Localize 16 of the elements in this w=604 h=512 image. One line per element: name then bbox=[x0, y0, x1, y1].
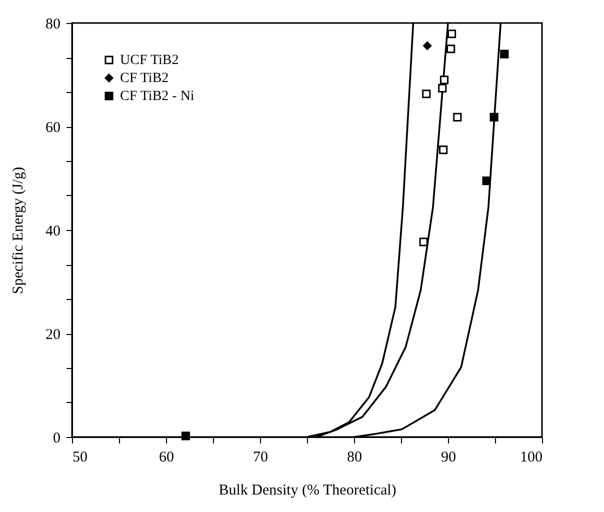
x-tick-label: 80 bbox=[347, 450, 362, 466]
legend-label: CF TiB2 - Ni bbox=[120, 89, 194, 104]
y-axis-title: Specific Energy (J/g) bbox=[10, 166, 26, 294]
x-axis-title: Bulk Density (% Theoretical) bbox=[218, 482, 396, 498]
y-tick-label: 20 bbox=[46, 327, 60, 343]
y-tick-label: 0 bbox=[53, 430, 60, 446]
x-tick-label: 90 bbox=[441, 450, 456, 466]
legend-label: UCF TiB2 bbox=[120, 53, 179, 68]
x-tick-label: 50 bbox=[72, 450, 88, 466]
legend-label: CF TiB2 bbox=[120, 71, 169, 86]
x-tick-label: 70 bbox=[253, 450, 268, 466]
y-tick-label: 40 bbox=[46, 224, 60, 240]
x-tick-label: 60 bbox=[159, 450, 174, 466]
y-tick-label: 80 bbox=[46, 16, 60, 32]
x-tick-label: 100 bbox=[520, 450, 542, 466]
y-tick-label: 60 bbox=[46, 120, 60, 136]
